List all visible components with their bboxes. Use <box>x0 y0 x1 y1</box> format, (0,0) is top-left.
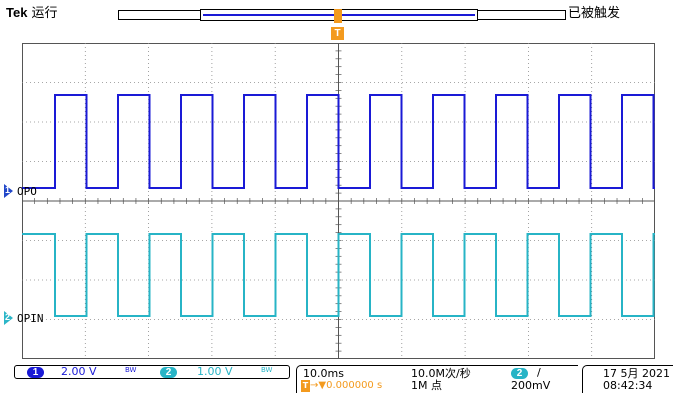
ch1-ground-marker[interactable]: 1 OPO <box>4 184 37 198</box>
datetime-panel: 17 5月 2021 08:42:34 <box>582 365 673 393</box>
trigger-position: T →▼0.000000 s <box>301 380 383 392</box>
trigger-level[interactable]: 200mV <box>511 379 551 392</box>
top-status-bar: Tek 运行 已被触发 <box>0 0 673 23</box>
ch2-chip[interactable]: 2 <box>160 367 177 378</box>
trigger-status: 已被触发 <box>568 6 621 21</box>
ch1-label: OPO <box>17 184 37 198</box>
graticule <box>22 43 655 359</box>
trigger-slope: / <box>537 366 541 379</box>
ch2-bw-limit: BW <box>261 366 273 374</box>
trigger-position-indicator <box>334 9 342 23</box>
trigger-position-icon: T <box>301 380 310 392</box>
trigger-point-marker[interactable]: T <box>331 27 344 40</box>
brand-label: Tek 运行 <box>6 2 57 21</box>
ch1-chip[interactable]: 1 <box>27 367 44 378</box>
ch1-scale[interactable]: 2.00 V <box>61 365 97 378</box>
sample-rate: 10.0M次/秒 <box>411 367 471 380</box>
timebase-value[interactable]: 10.0ms <box>303 367 344 380</box>
ch2-ground-marker[interactable]: 2 OPIN <box>4 311 44 325</box>
time-value: 08:42:34 <box>603 379 653 392</box>
trigger-source-chip[interactable]: 2 <box>511 368 528 379</box>
timebase-panel: 10.0ms T →▼0.000000 s 10.0M次/秒 1M 点 2 / 2… <box>296 365 578 393</box>
ch1-marker-icon: 1 <box>4 184 13 198</box>
ch2-scale[interactable]: 1.00 V <box>197 365 233 378</box>
date-value: 17 5月 2021 <box>603 367 670 380</box>
ch2-label: OPIN <box>17 311 44 325</box>
record-length: 1M 点 <box>411 379 442 392</box>
ch2-marker-icon: 2 <box>4 311 13 325</box>
brand-name: Tek <box>6 5 28 20</box>
ch1-waveform <box>22 94 655 189</box>
ch1-bw-limit: BW <box>125 366 137 374</box>
ch2-waveform <box>22 233 655 317</box>
channel-scale-panel: 1 2.00 V BW 2 1.00 V BW <box>14 365 290 379</box>
run-state: 运行 <box>31 6 58 21</box>
